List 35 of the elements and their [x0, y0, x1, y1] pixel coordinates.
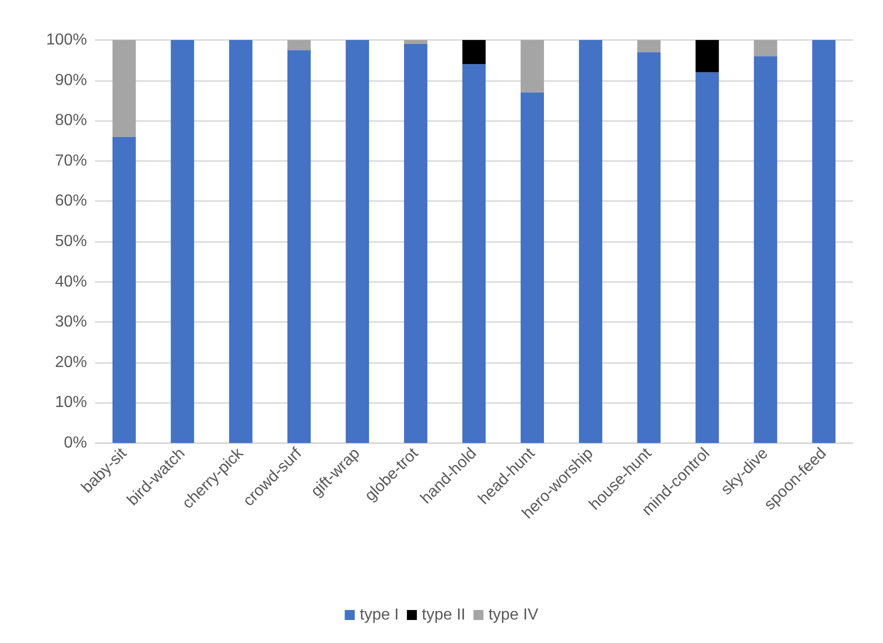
- bar: [696, 72, 719, 443]
- bar: [696, 40, 719, 72]
- bar: [112, 40, 136, 137]
- y-tick-label: 100%: [46, 32, 87, 48]
- bar: [637, 40, 661, 52]
- y-tick-label: 80%: [54, 112, 87, 130]
- legend-label: type IV: [488, 606, 539, 624]
- y-tick-label: 10%: [54, 394, 87, 412]
- bar: [462, 40, 486, 64]
- y-tick-label: 0%: [64, 434, 87, 452]
- y-tick-label: 60%: [54, 192, 87, 210]
- bar: [754, 40, 778, 56]
- y-tick-label: 20%: [54, 354, 87, 371]
- bar: [287, 50, 311, 443]
- bar: [812, 40, 836, 443]
- y-tick-label: 40%: [54, 273, 87, 290]
- bar: [404, 44, 428, 443]
- bar: [637, 52, 661, 443]
- bar: [520, 92, 544, 443]
- legend-label: type I: [360, 606, 399, 624]
- bar: [112, 136, 136, 443]
- y-tick-label: 90%: [54, 72, 87, 89]
- legend-label: type II: [422, 606, 466, 624]
- bar: [229, 40, 252, 443]
- y-tick-label: 50%: [54, 233, 87, 250]
- bar: [520, 40, 544, 92]
- bar: [578, 40, 602, 443]
- y-tick-label: 70%: [54, 152, 87, 170]
- y-tick-label: 30%: [54, 314, 87, 331]
- bar: [346, 40, 370, 443]
- bar: [462, 64, 486, 443]
- bar: [754, 56, 778, 443]
- bar: [170, 40, 194, 443]
- bar: [287, 40, 311, 50]
- bar: [404, 40, 428, 44]
